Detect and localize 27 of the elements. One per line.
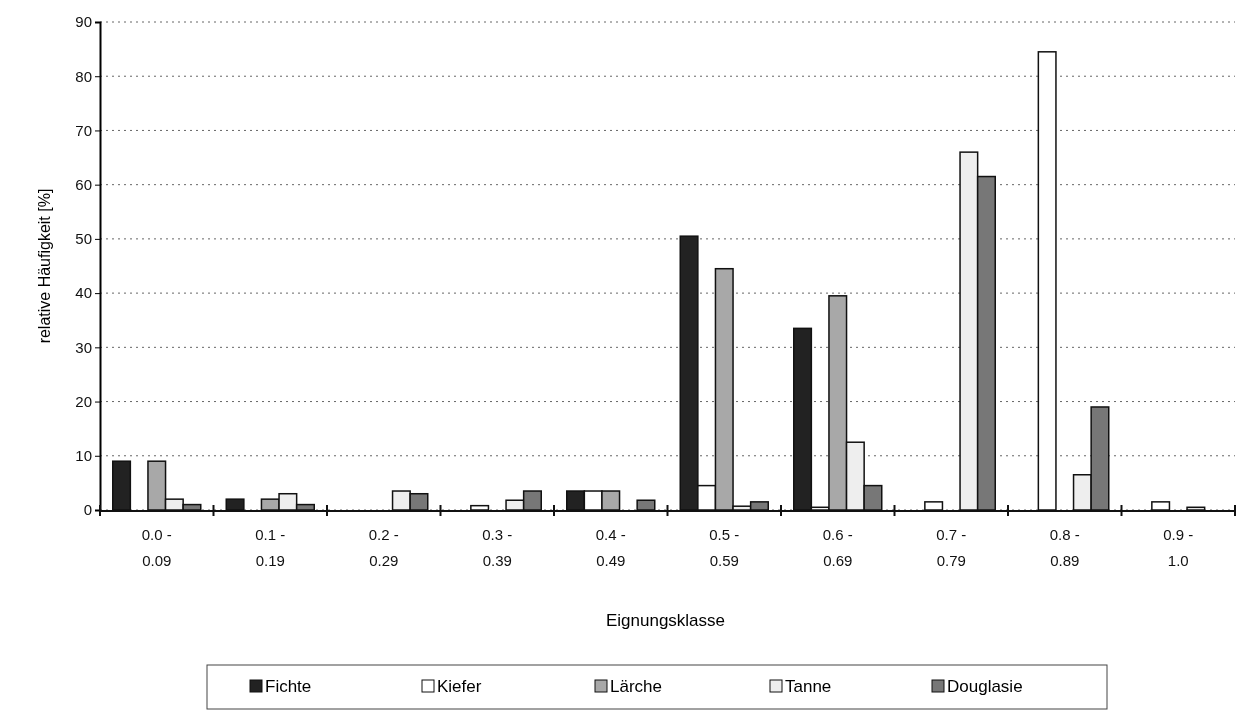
x-axis-title: Eignungsklasse: [605, 611, 726, 630]
y-tick-label: 80: [75, 67, 92, 85]
legend-label: Kiefer: [437, 677, 482, 696]
x-tick-label: 0.2 - 0.29: [368, 526, 399, 569]
y-tick-label: 20: [75, 392, 92, 410]
x-tick-label: 0.9 - 1.0: [1163, 526, 1194, 569]
legend-label: Fichte: [265, 677, 312, 696]
x-tick-label: 0.0 - 0.09: [141, 526, 172, 569]
legend-label: Douglasie: [947, 677, 1023, 696]
x-tick-label: 0.8 - 0.89: [1049, 526, 1080, 569]
legend-label: Tanne: [785, 677, 832, 696]
y-axis-title: relative Häufigkeit [%]: [36, 188, 53, 344]
y-tick-label: 60: [75, 175, 92, 193]
y-tick-label: 10: [75, 447, 92, 465]
x-tick-label: 0.6 - 0.69: [822, 526, 853, 569]
y-tick-label: 30: [75, 338, 92, 356]
y-tick-label: 40: [75, 284, 92, 302]
x-tick-label: 0.5 - 0.59: [709, 526, 740, 569]
legend-label: Lärche: [610, 677, 662, 696]
y-tick-label: 70: [75, 121, 92, 139]
y-tick-label: 90: [75, 13, 92, 31]
y-tick-label: 0: [83, 501, 92, 519]
y-tick-label: 50: [75, 230, 92, 248]
x-tick-label: 0.4 - 0.49: [595, 526, 626, 569]
x-tick-label: 0.3 - 0.39: [482, 526, 513, 569]
x-tick-label: 0.1 - 0.19: [255, 526, 286, 569]
x-tick-label: 0.7 - 0.79: [936, 526, 967, 569]
